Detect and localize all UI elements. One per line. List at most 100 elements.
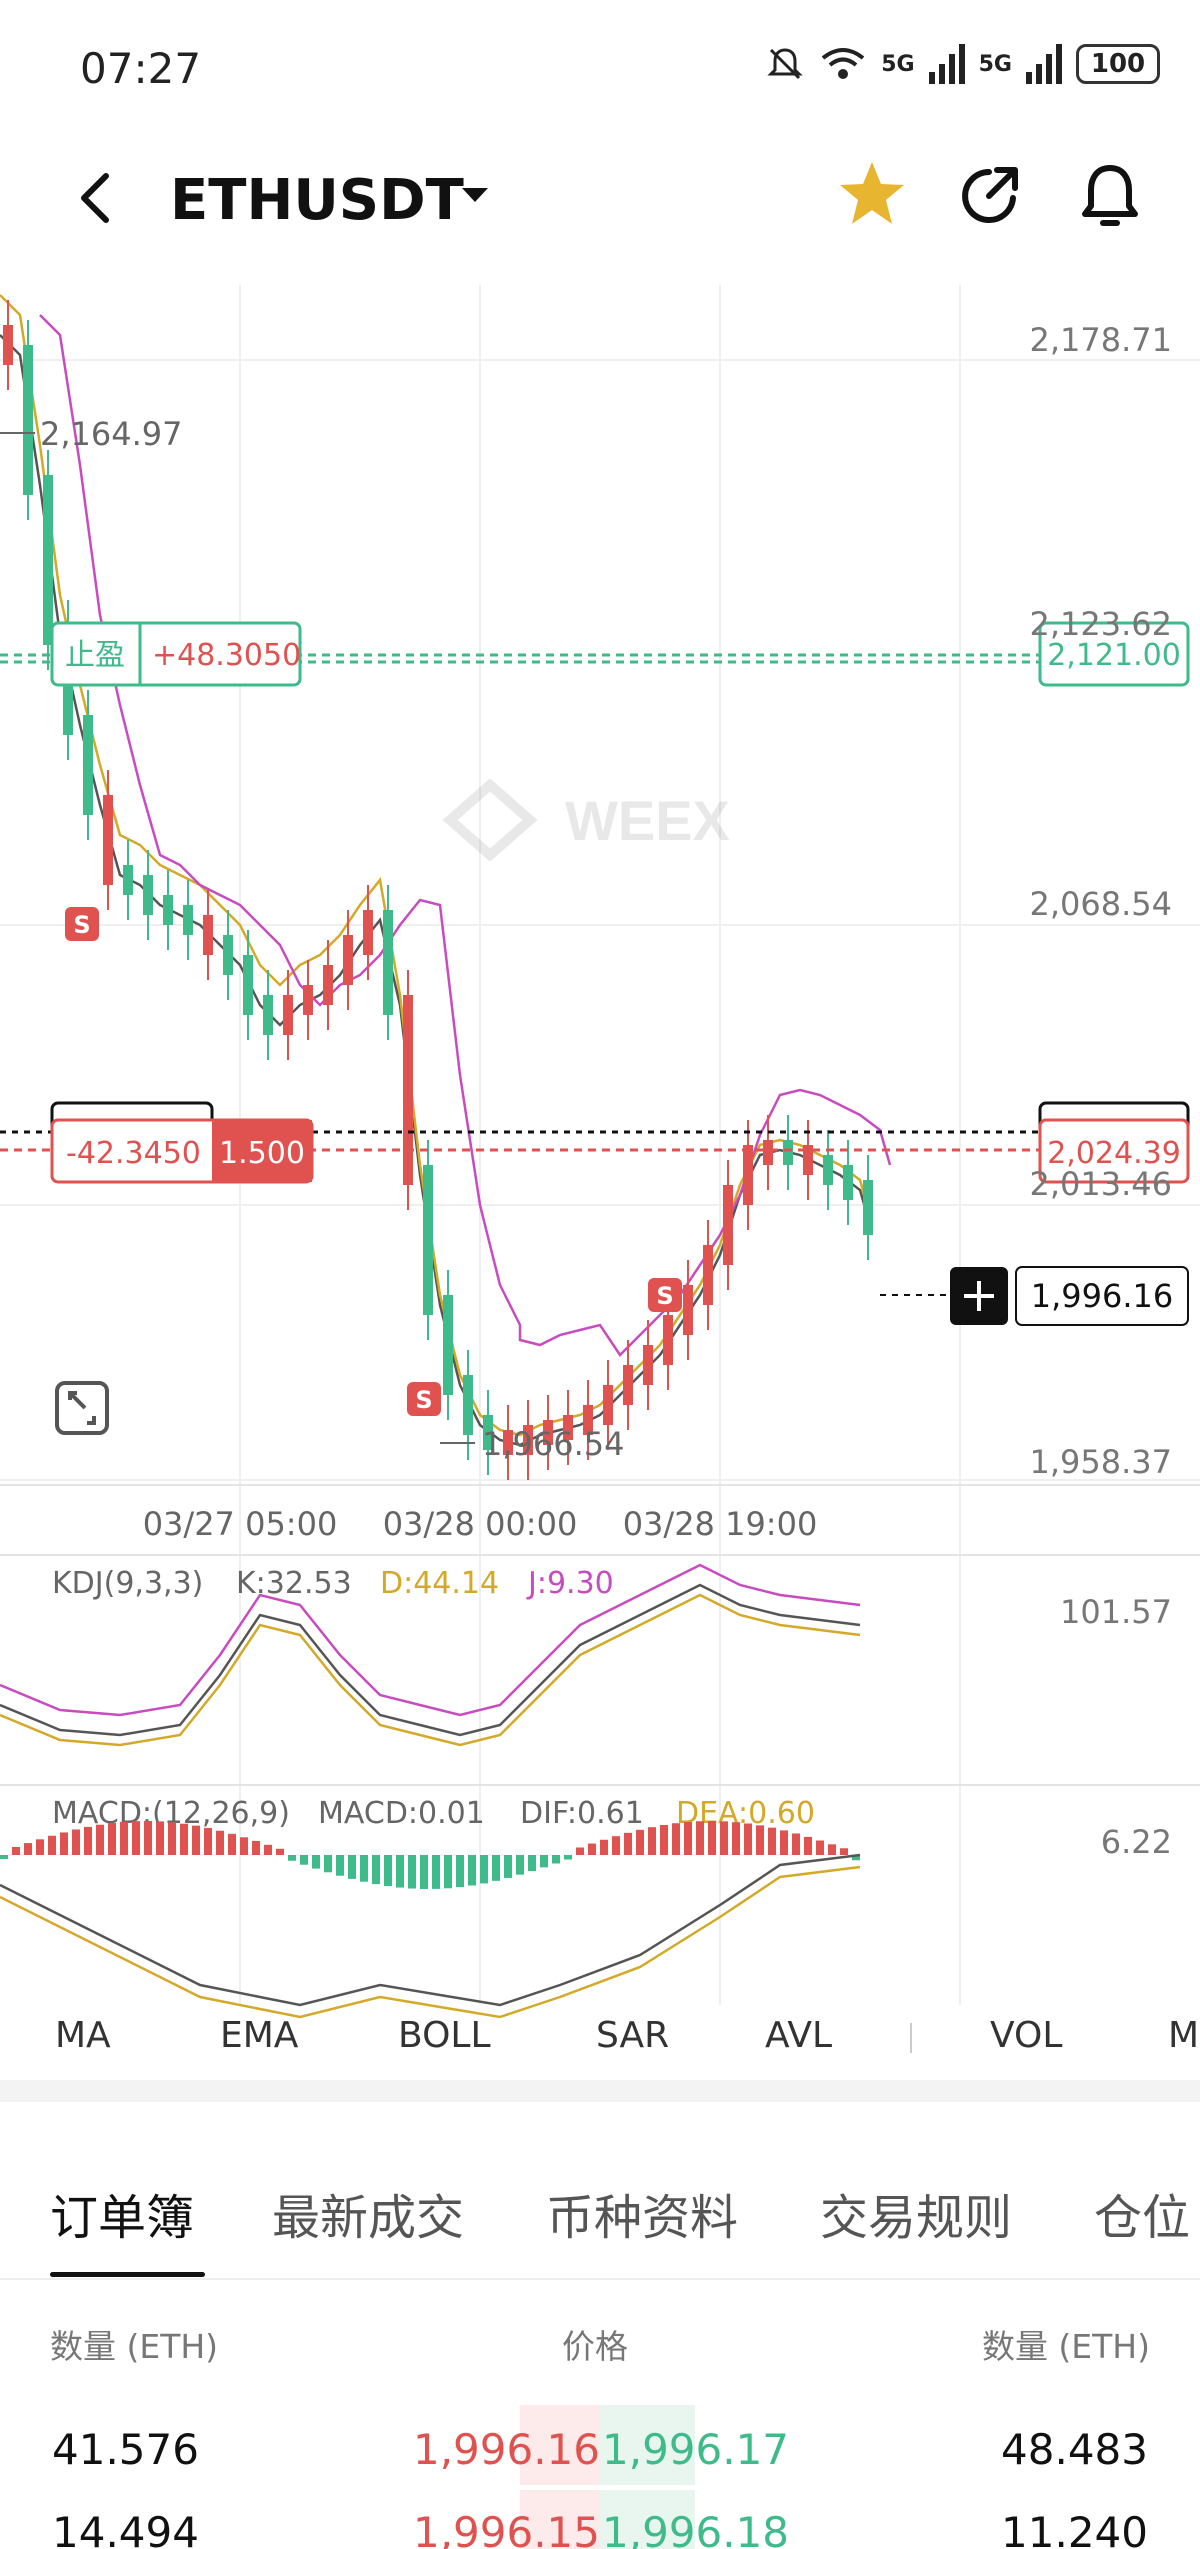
- macd-bar: [264, 1844, 272, 1855]
- candle-body: [243, 955, 253, 1015]
- indicator-tab-ma[interactable]: MA: [55, 2014, 111, 2056]
- tab-latest-trades[interactable]: 最新成交: [272, 2190, 465, 2246]
- indicator-tab-boll[interactable]: BOLL: [398, 2014, 491, 2056]
- mute-icon: [767, 48, 803, 80]
- svg-text:S: S: [415, 1386, 432, 1414]
- macd-bar: [372, 1855, 380, 1885]
- kline-chart[interactable]: WEEX 止盈 +48.3050 2,121.00 -42.3450 1.500: [0, 285, 1200, 2025]
- section-separator: [0, 2080, 1200, 2102]
- macd-bar: [420, 1855, 428, 1889]
- back-arrow-icon[interactable]: [70, 168, 120, 228]
- tab-positions[interactable]: 仓位: [1094, 2190, 1191, 2246]
- position-price-tag: 2,024.39: [1038, 1101, 1190, 1184]
- indicator-tab-vol[interactable]: VOL: [990, 2014, 1063, 2056]
- order-book-row[interactable]: 14.494 1,996.15 1,996.18 11.240: [0, 2490, 1200, 2549]
- candle-body: [863, 1180, 873, 1235]
- tab-trading-rules[interactable]: 交易规则: [820, 2190, 1013, 2246]
- take-profit-label: 止盈: [65, 638, 125, 673]
- macd-bar: [600, 1839, 608, 1855]
- macd-bar: [120, 1821, 128, 1855]
- candle-body: [563, 1415, 573, 1440]
- wifi-icon: [822, 48, 865, 79]
- take-profit-pnl: +48.3050: [152, 638, 301, 673]
- indicator-tab-sar[interactable]: SAR: [596, 2014, 670, 2056]
- candle-body: [343, 935, 353, 985]
- macd-bar: [552, 1855, 560, 1864]
- moving-averages: [0, 294, 892, 1447]
- candle-body: [103, 795, 113, 885]
- macd-bar: [636, 1829, 644, 1855]
- macd-bar: [540, 1855, 548, 1868]
- tab-coin-info[interactable]: 币种资料: [546, 2190, 739, 2246]
- candle-body: [163, 895, 173, 925]
- macd-bar: [708, 1821, 716, 1855]
- candle-body: [803, 1145, 813, 1175]
- macd-bar: [84, 1826, 92, 1855]
- macd-bar: [0, 1855, 8, 1859]
- candle-body: [303, 985, 313, 1015]
- macd-bar: [816, 1840, 824, 1855]
- price-axis-label: 1,958.37: [1030, 1443, 1173, 1481]
- candle-body: [843, 1165, 853, 1200]
- candle-body: [623, 1365, 633, 1405]
- last-price: 1,996.16: [1031, 1277, 1174, 1315]
- order-book-header-bid-qty: 数量 (ETH): [50, 2327, 219, 2366]
- macd-bar: [720, 1821, 728, 1855]
- info-tabs: 订单簿 最新成交 币种资料 交易规则 仓位: [0, 2160, 1200, 2280]
- macd-bar: [648, 1827, 656, 1855]
- candle-body: [443, 1295, 453, 1395]
- macd-bar: [732, 1822, 740, 1855]
- macd-bar: [696, 1821, 704, 1855]
- caret-down-icon[interactable]: [460, 180, 490, 210]
- order-book-header-ask-qty: 数量 (ETH): [981, 2327, 1150, 2366]
- add-order-button[interactable]: [950, 1267, 1008, 1325]
- order-book-row[interactable]: 41.576 1,996.16 1,996.17 48.483: [0, 2405, 1200, 2485]
- signal-icon: [1026, 44, 1062, 84]
- moving-average-line: [0, 294, 872, 1437]
- indicator-tab-ema[interactable]: EMA: [220, 2014, 299, 2056]
- star-icon[interactable]: [836, 158, 908, 230]
- macd-bar: [24, 1843, 32, 1855]
- time-axis-label: 03/28 00:00: [383, 1505, 578, 1543]
- macd-bar: [48, 1835, 56, 1855]
- low-label: 1,966.54: [482, 1425, 625, 1463]
- macd-bar: [312, 1855, 320, 1869]
- bell-icon[interactable]: [1075, 160, 1145, 230]
- take-profit-tag[interactable]: 止盈 +48.3050: [50, 621, 302, 687]
- macd-bar: [468, 1855, 476, 1886]
- macd-dif: DIF:0.61: [520, 1796, 644, 1831]
- candle-body: [703, 1245, 713, 1305]
- candle-body: [3, 325, 13, 365]
- position-price: 2,024.39: [1047, 1136, 1181, 1171]
- macd-bar: [156, 1821, 164, 1855]
- kline-chart-svg[interactable]: WEEX 止盈 +48.3050 2,121.00 -42.3450 1.500: [0, 285, 1200, 2025]
- svg-text:S: S: [656, 1282, 673, 1310]
- candle-body: [643, 1345, 653, 1385]
- macd-bar: [348, 1855, 356, 1879]
- macd-bar: [840, 1848, 848, 1855]
- macd-bar: [108, 1823, 116, 1855]
- macd-bar: [804, 1836, 812, 1855]
- fullscreen-icon[interactable]: [55, 1381, 109, 1435]
- macd-bar: [300, 1855, 308, 1865]
- macd-bar: [72, 1829, 80, 1855]
- ask-qty: 48.483: [1001, 2425, 1148, 2474]
- macd-bar: [396, 1855, 404, 1888]
- time-axis-label: 03/28 19:00: [623, 1505, 818, 1543]
- candle-body: [583, 1405, 593, 1435]
- take-profit-price: 2,121.00: [1047, 638, 1181, 673]
- indicator-tab-avl[interactable]: AVL: [765, 2014, 833, 2056]
- watermark-text: WEEX: [565, 789, 730, 852]
- kdj-label: KDJ(9,3,3): [52, 1566, 203, 1601]
- ask-price: 1,996.17: [602, 2425, 790, 2474]
- tab-order-book[interactable]: 订单簿: [50, 2190, 195, 2246]
- pair-title[interactable]: ETHUSDT: [170, 168, 464, 233]
- sell-marker: S: [407, 1382, 441, 1416]
- macd-bar: [828, 1844, 836, 1855]
- share-icon[interactable]: [955, 160, 1025, 230]
- macd-bar: [36, 1839, 44, 1855]
- macd-bar: [756, 1825, 764, 1855]
- indicator-tab-more[interactable]: M: [1168, 2014, 1200, 2056]
- position-tag[interactable]: -42.3450 1.500: [50, 1101, 314, 1184]
- ask-depth-bar: [600, 2490, 695, 2549]
